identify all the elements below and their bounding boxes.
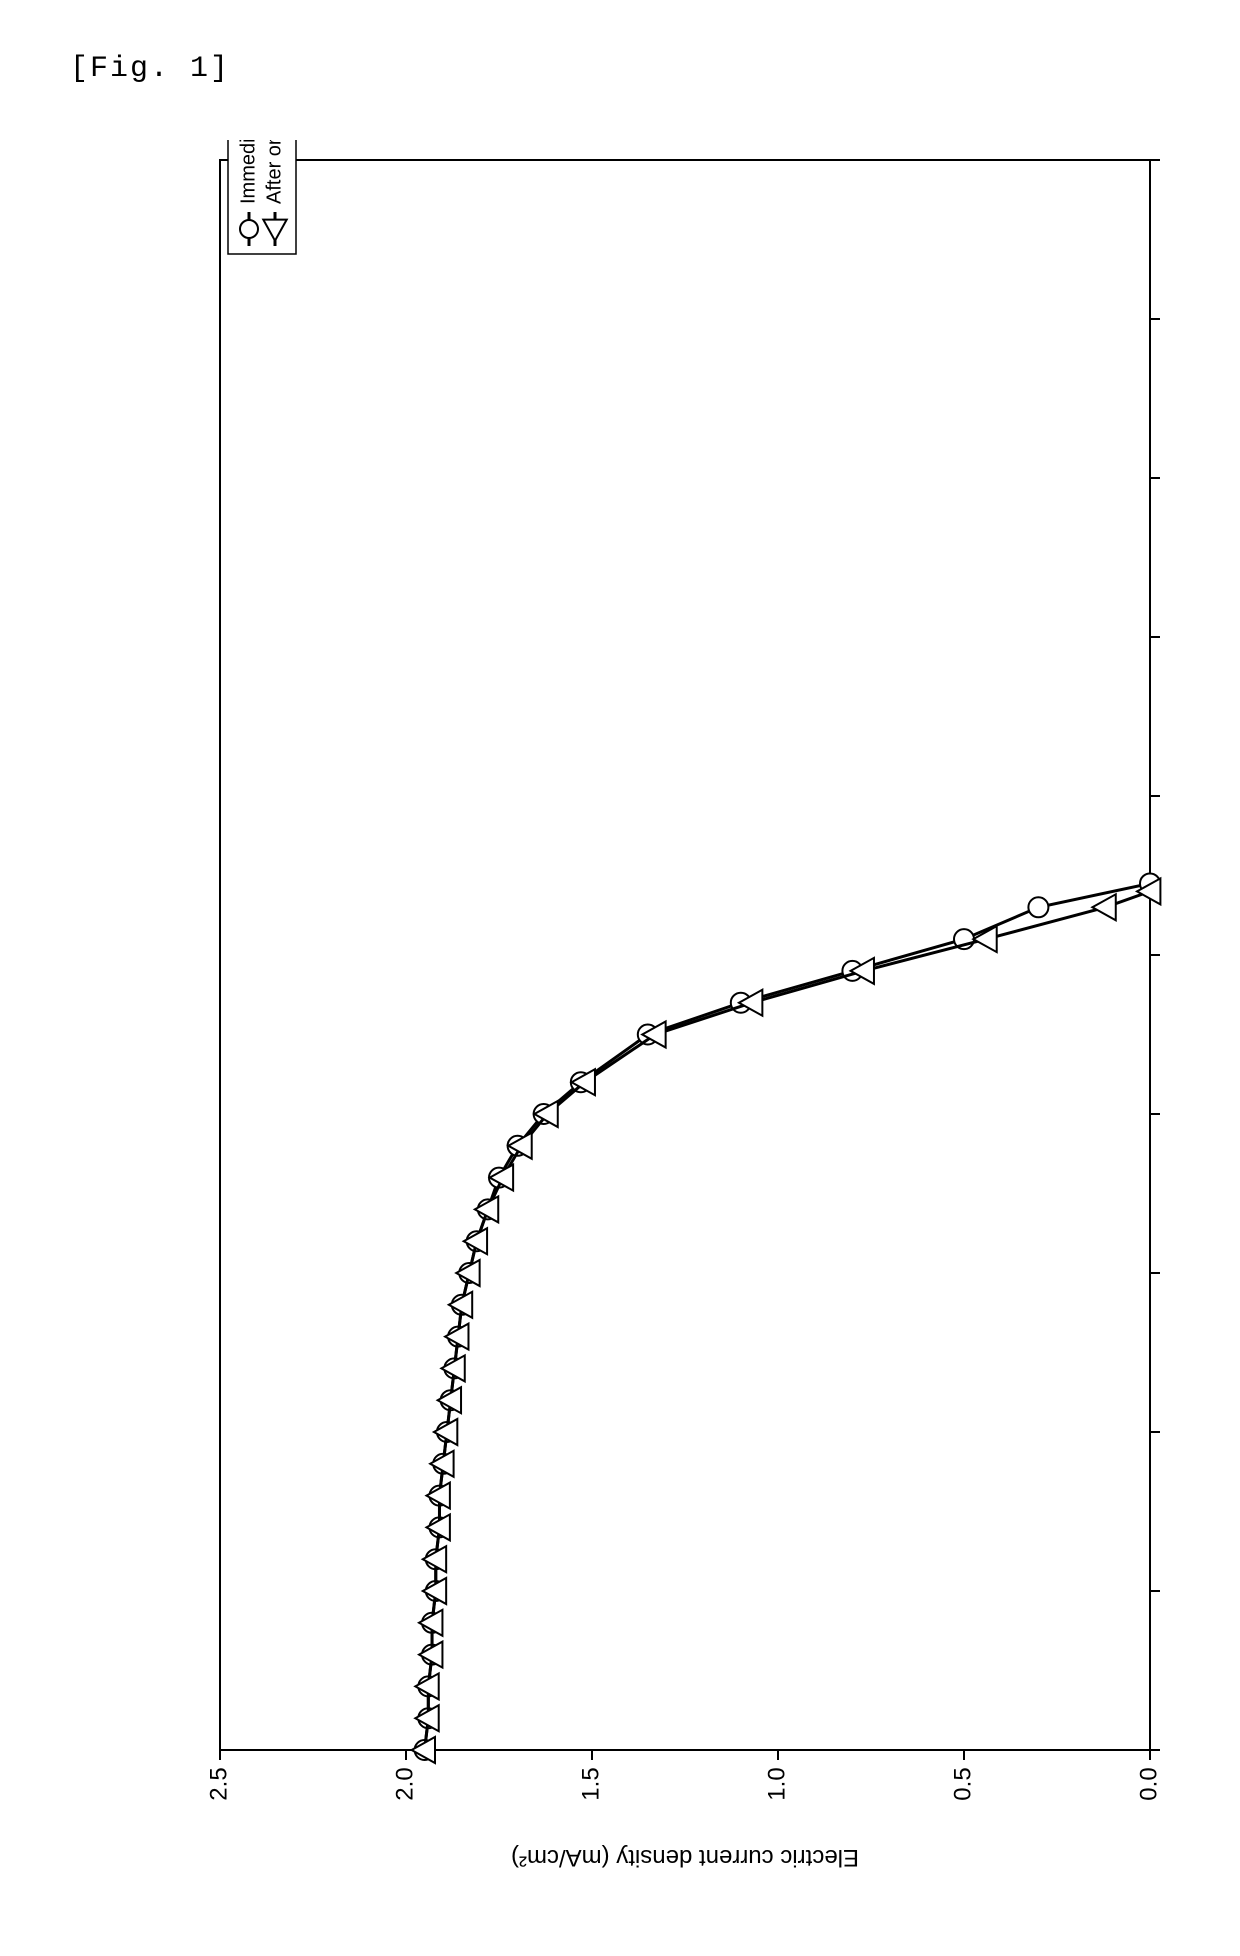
svg-text:0.5: 0.5 xyxy=(949,1767,976,1800)
svg-text:Electric current density (mA/c: Electric current density (mA/cm²) xyxy=(511,1844,859,1871)
svg-text:0.9: 0.9 xyxy=(1168,302,1170,335)
svg-text:0.4: 0.4 xyxy=(1168,1097,1170,1130)
svg-text:After one week: After one week xyxy=(263,140,285,204)
svg-text:0.6: 0.6 xyxy=(1168,779,1170,812)
svg-text:0.0: 0.0 xyxy=(1135,1767,1162,1800)
svg-text:0.0: 0.0 xyxy=(1168,1733,1170,1766)
svg-text:0.8: 0.8 xyxy=(1168,461,1170,494)
svg-text:0.2: 0.2 xyxy=(1168,1415,1170,1448)
iv-curve-chart: 0.00.10.20.30.40.50.60.70.80.91.0Voltage… xyxy=(70,140,1170,1890)
svg-text:0.1: 0.1 xyxy=(1168,1574,1170,1607)
svg-text:0.7: 0.7 xyxy=(1168,620,1170,653)
figure-caption: [Fig. 1] xyxy=(70,52,230,86)
svg-text:2.0: 2.0 xyxy=(391,1767,418,1800)
legend: Immediately after productionAfter one we… xyxy=(228,140,296,254)
svg-text:Immediately after production: Immediately after production xyxy=(237,140,259,204)
svg-text:0.3: 0.3 xyxy=(1168,1256,1170,1289)
svg-text:1.5: 1.5 xyxy=(577,1767,604,1800)
svg-text:1.0: 1.0 xyxy=(1168,143,1170,176)
svg-text:1.0: 1.0 xyxy=(763,1767,790,1800)
svg-text:0.5: 0.5 xyxy=(1168,938,1170,971)
svg-text:2.5: 2.5 xyxy=(205,1767,232,1800)
